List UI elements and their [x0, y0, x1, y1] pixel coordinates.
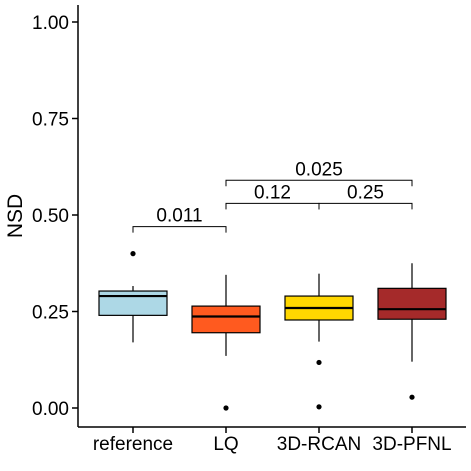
box-LQ	[191, 274, 261, 411]
y-tick-label: 0.00	[32, 399, 69, 420]
box-3D-RCAN	[284, 273, 354, 410]
comparison-bracket: 0.011	[132, 206, 227, 233]
y-ticks: 0.00 0.25 0.50 0.75 1.00	[32, 13, 78, 420]
p-value-label: 0.011	[156, 206, 202, 227]
box-reference	[98, 251, 168, 343]
outlier-point	[316, 404, 322, 410]
p-value-label: 0.12	[254, 182, 291, 203]
y-tick-label: 1.00	[32, 13, 69, 34]
y-tick-label: 0.50	[32, 206, 69, 227]
boxes	[98, 251, 447, 411]
outlier-point	[316, 359, 322, 366]
bracket-line	[225, 202, 320, 210]
box-body	[377, 287, 447, 320]
comparison-bracket: 0.025	[225, 159, 413, 187]
p-value-label: 0.25	[347, 182, 384, 203]
y-tick-label: 0.25	[32, 303, 69, 324]
outlier-point	[223, 405, 229, 411]
box-body	[191, 305, 261, 334]
x-ticks: reference LQ 3D-RCAN 3D-PFNL	[93, 427, 452, 455]
bracket-line	[132, 226, 227, 233]
y-tick-label: 0.75	[32, 110, 69, 131]
x-tick-label: 3D-RCAN	[277, 434, 361, 455]
box-body	[98, 290, 168, 316]
outlier-point	[409, 394, 415, 400]
x-tick-label: reference	[93, 434, 173, 455]
box-3D-PFNL	[377, 263, 447, 400]
comparison-bracket: 0.25	[318, 182, 413, 210]
bracket-line	[318, 202, 413, 210]
x-tick-label: LQ	[213, 434, 238, 455]
p-value-label: 0.025	[295, 159, 343, 180]
comparison-bracket: 0.12	[225, 182, 320, 210]
y-axis-title: NSD	[4, 194, 27, 238]
outlier-point	[130, 251, 136, 257]
x-tick-label: 3D-PFNL	[372, 434, 451, 455]
axes	[77, 5, 466, 428]
bracket-line	[225, 179, 413, 187]
comparison-brackets: 0.011 0.12 0.250.025	[132, 159, 413, 233]
